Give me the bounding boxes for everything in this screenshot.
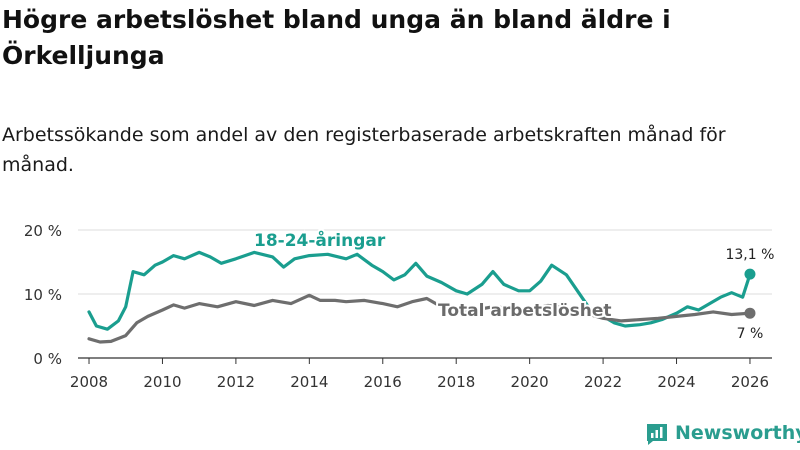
youth-series-line [87,250,752,331]
total-end-label: 7 % [737,326,764,342]
newsworthy-logo: Newsworthy [645,418,800,448]
y-tick-label: 0 % [33,350,62,368]
x-tick-label: 2020 [511,373,549,391]
logo-chart-icon [647,424,667,445]
youth-end-marker [744,268,756,280]
chart-subtitle: Arbetssökande som andel av den registerb… [2,124,726,176]
x-tick-label: 2016 [364,373,402,391]
total-end-marker [744,307,756,319]
x-tick-label: 2022 [584,373,622,391]
x-tick-label: 2008 [70,373,108,391]
youth-series-label: 18-24-åringar [254,229,386,251]
x-tick-label: 2014 [290,373,328,391]
chart-title: Högre arbetslöshet bland unga än bland ä… [2,5,671,70]
logo-text: Newsworthy [675,422,800,444]
youth-end-label: 13,1 % [725,247,774,263]
x-tick-label: 2010 [143,373,181,391]
x-tick-label: 2026 [731,373,769,391]
x-tick-label: 2012 [217,373,255,391]
x-tick-label: 2018 [437,373,475,391]
x-tick-label: 2024 [657,373,695,391]
total-series-line [87,293,752,344]
total-series-label: Total arbetslöshet [438,301,612,321]
y-tick-label: 20 % [24,222,62,240]
y-tick-label: 10 % [24,286,62,304]
